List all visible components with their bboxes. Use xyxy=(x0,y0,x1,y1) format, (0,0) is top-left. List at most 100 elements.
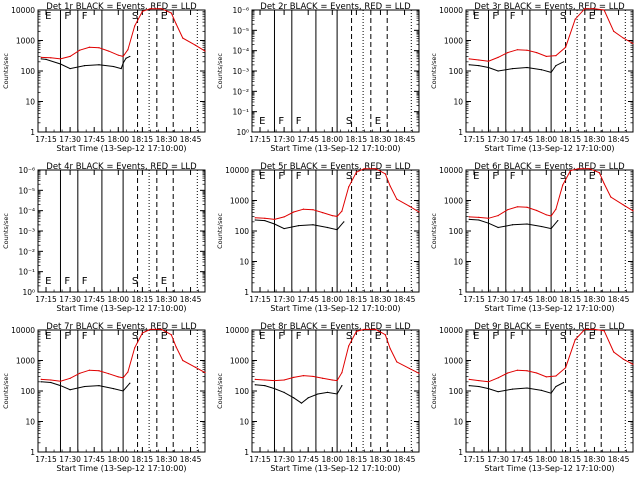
flare-label: E xyxy=(473,331,479,342)
flare-label: F xyxy=(82,11,88,22)
x-tick-label: 18:15 xyxy=(132,295,154,304)
y-axis-label: Counts/sec xyxy=(430,53,438,89)
flare-label: F xyxy=(64,11,70,22)
lld-data-point xyxy=(389,185,391,187)
events-data-point xyxy=(312,224,314,226)
lld-data-point xyxy=(322,212,324,214)
y-tick-label: 1000 xyxy=(16,37,35,46)
lld-data-point xyxy=(363,168,365,170)
y-tick-label: 10000 xyxy=(225,326,249,335)
lld-data-point xyxy=(396,198,398,200)
lld-data-point xyxy=(170,12,172,14)
panel-title: Det 5r BLACK = Events, RED = LLD xyxy=(260,162,411,172)
lld-data-point xyxy=(98,47,100,49)
lld-data-point xyxy=(507,372,509,374)
y-axis-label: Counts/sec xyxy=(216,213,224,249)
events-data-point xyxy=(69,67,71,70)
flare-label: E xyxy=(473,11,479,22)
y-tick-label: 10⁻⁴ xyxy=(18,207,35,216)
lld-data-point xyxy=(355,330,357,332)
flare-label: S xyxy=(560,171,566,182)
lld-data-point xyxy=(613,351,615,353)
flare-label: E xyxy=(259,171,265,182)
events-data-point xyxy=(487,222,490,224)
lld-data-point xyxy=(348,345,350,347)
x-tick-label: 18:15 xyxy=(560,455,582,464)
events-data-point xyxy=(526,66,528,69)
events-data-point xyxy=(254,219,256,221)
lld-data-point xyxy=(589,168,591,170)
x-tick-label: 18:00 xyxy=(321,135,343,144)
lld-series-line xyxy=(469,328,634,383)
flare-label: F xyxy=(296,331,302,342)
events-data-point xyxy=(129,55,131,58)
lld-data-point xyxy=(341,210,343,212)
y-tick-label: 10 xyxy=(25,418,35,427)
x-tick-label: 18:15 xyxy=(132,135,154,144)
y-tick-label: 1 xyxy=(458,288,463,297)
y-axis-label: Counts/sec xyxy=(216,373,224,409)
detector-panel-2: Det 2r BLACK = Events, RED = LLD Counts/s… xyxy=(216,2,420,153)
lld-data-point xyxy=(584,8,586,10)
lld-data-point xyxy=(348,186,350,188)
flare-label: E xyxy=(45,331,51,342)
events-data-point xyxy=(478,65,480,67)
x-axis-label: Start Time (13-Sep-12 17:10:00) xyxy=(484,464,614,473)
x-tick-label: 18:00 xyxy=(535,295,557,304)
plot-frame xyxy=(37,169,206,293)
lld-data-point xyxy=(149,8,151,10)
x-tick-label: 17:30 xyxy=(487,295,509,304)
events-series-line xyxy=(469,218,559,230)
x-tick-label: 17:15 xyxy=(35,455,57,464)
events-data-point xyxy=(511,224,514,226)
lld-data-point xyxy=(336,379,338,382)
flare-label: E xyxy=(45,276,51,287)
y-axis-label: Counts/sec xyxy=(430,373,438,409)
events-data-point xyxy=(125,57,127,59)
lld-data-point xyxy=(497,377,499,379)
y-axis-label: Counts/sec xyxy=(2,213,10,249)
events-data-point xyxy=(129,382,131,384)
events-data-point xyxy=(264,385,266,387)
x-tick-label: 18:45 xyxy=(180,295,202,304)
events-data-point xyxy=(336,229,338,231)
x-tick-label: 17:45 xyxy=(511,135,533,144)
events-data-point xyxy=(254,384,256,386)
plot-frame xyxy=(251,169,420,293)
panel-title: Det 3r BLACK = Events, RED = LLD xyxy=(474,2,625,12)
lld-data-point xyxy=(331,214,333,217)
lld-data-point xyxy=(40,56,42,58)
x-tick-label: 18:00 xyxy=(107,455,129,464)
plot-frame xyxy=(37,9,206,133)
lld-data-point xyxy=(273,218,276,221)
x-tick-label: 17:30 xyxy=(273,135,295,144)
flare-label: S xyxy=(132,11,138,22)
lld-data-point xyxy=(593,8,596,10)
lld-data-point xyxy=(526,206,528,208)
lld-data-point xyxy=(507,209,509,211)
y-tick-label: 10⁻² xyxy=(18,247,35,256)
lld-data-point xyxy=(127,371,129,373)
lld-data-point xyxy=(632,42,634,45)
events-data-point xyxy=(526,387,528,389)
y-tick-label: 10 xyxy=(453,418,463,427)
flare-label: F xyxy=(82,331,88,342)
y-tick-label: 10⁰ xyxy=(22,288,35,297)
events-data-point xyxy=(59,385,62,387)
events-data-point xyxy=(563,61,565,63)
lld-data-point xyxy=(622,358,624,360)
flare-label: S xyxy=(560,331,566,342)
y-tick-label: 10 xyxy=(453,98,463,107)
y-tick-label: 1000 xyxy=(444,357,463,366)
x-tick-label: 17:15 xyxy=(249,295,271,304)
flare-label: S xyxy=(346,171,352,182)
lld-data-point xyxy=(375,168,377,170)
lld-data-point xyxy=(622,204,624,206)
x-tick-label: 18:00 xyxy=(321,455,343,464)
y-tick-label: 10000 xyxy=(225,166,249,175)
lld-data-point xyxy=(603,9,605,11)
x-tick-label: 18:45 xyxy=(394,135,416,144)
lld-data-point xyxy=(468,58,470,60)
lld-data-point xyxy=(204,372,206,374)
flare-label: F xyxy=(278,171,284,182)
